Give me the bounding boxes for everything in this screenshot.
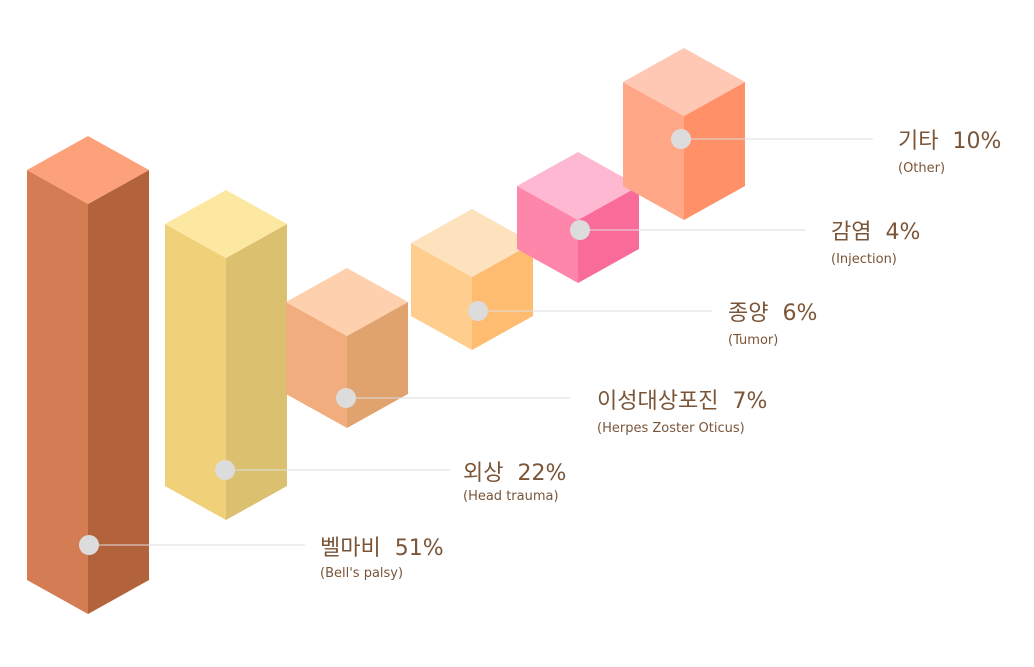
bar-5-label: 감염 4% (831, 220, 920, 245)
bar-1-english-label: (Bell's palsy) (320, 566, 403, 581)
bar-6-name: 기타 (898, 129, 938, 154)
bar-1-value-label: 51% (395, 536, 444, 561)
bar-3-right-face (347, 302, 408, 428)
bar-2-left-face (165, 224, 226, 520)
bar-1-left-face (27, 170, 88, 614)
bar-3-top-face (286, 268, 408, 336)
bar-5 (517, 152, 639, 283)
bar-3-value-label: 7% (732, 389, 767, 414)
bar-1-name: 벨마비 (320, 536, 381, 561)
bar-1-label: 벨마비 51% (320, 536, 444, 561)
bar-5-dot (570, 220, 590, 240)
bar-4-name: 종양 (728, 301, 768, 326)
bar-4-top-face (411, 209, 533, 277)
bar-3 (286, 268, 408, 428)
bar-6-dot (671, 129, 691, 149)
bar-2-name: 외상 (463, 461, 503, 486)
bars-group (27, 48, 745, 614)
bar-2-top-face (165, 190, 287, 258)
bar-1 (27, 136, 149, 614)
bar-5-english-label: (Injection) (831, 252, 897, 267)
bar-4-left-face (411, 243, 472, 350)
labels-group: 벨마비 51% (Bell's palsy) 외상 22% (Head trauma) 이성… (320, 129, 1001, 581)
bar-6-english-label: (Other) (898, 161, 945, 176)
leaders-group (79, 129, 873, 555)
bar-3-dot (336, 388, 356, 408)
bar-2-value-label: 22% (517, 461, 566, 486)
bar-3-left-face (286, 302, 347, 428)
bar-3-name: 이성대상포진 (597, 389, 718, 414)
bar-5-right-face (578, 186, 639, 283)
bar-5-left-face (517, 186, 578, 283)
bar-2-right-face (226, 224, 287, 520)
bar-1-top-face (27, 136, 149, 204)
bar-4 (411, 209, 533, 350)
bar-4-english-label: (Tumor) (728, 333, 778, 348)
bar-2-label: 외상 22% (463, 461, 566, 486)
bar-6-left-face (623, 82, 684, 220)
bar-4-dot (468, 301, 488, 321)
bar-6 (623, 48, 745, 220)
bar-6-value-label: 10% (952, 129, 1001, 154)
bar-6-right-face (684, 82, 745, 220)
bar-2-dot (215, 460, 235, 480)
bar-5-name: 감염 (831, 220, 871, 245)
bar-1-dot (79, 535, 99, 555)
bar-5-value-label: 4% (885, 220, 920, 245)
bar-1-right-face (88, 170, 149, 614)
bar-6-label: 기타 10% (898, 129, 1001, 154)
bar-4-value-label: 6% (782, 301, 817, 326)
bar-5-top-face (517, 152, 639, 220)
bar-6-top-face (623, 48, 745, 116)
bar-2-english-label: (Head trauma) (463, 489, 559, 504)
bar-4-right-face (472, 243, 533, 350)
bar-4-label: 종양 6% (728, 301, 817, 326)
bar-2 (165, 190, 287, 520)
bar-3-english-label: (Herpes Zoster Oticus) (597, 421, 745, 436)
bar-3-label: 이성대상포진 7% (597, 389, 767, 414)
